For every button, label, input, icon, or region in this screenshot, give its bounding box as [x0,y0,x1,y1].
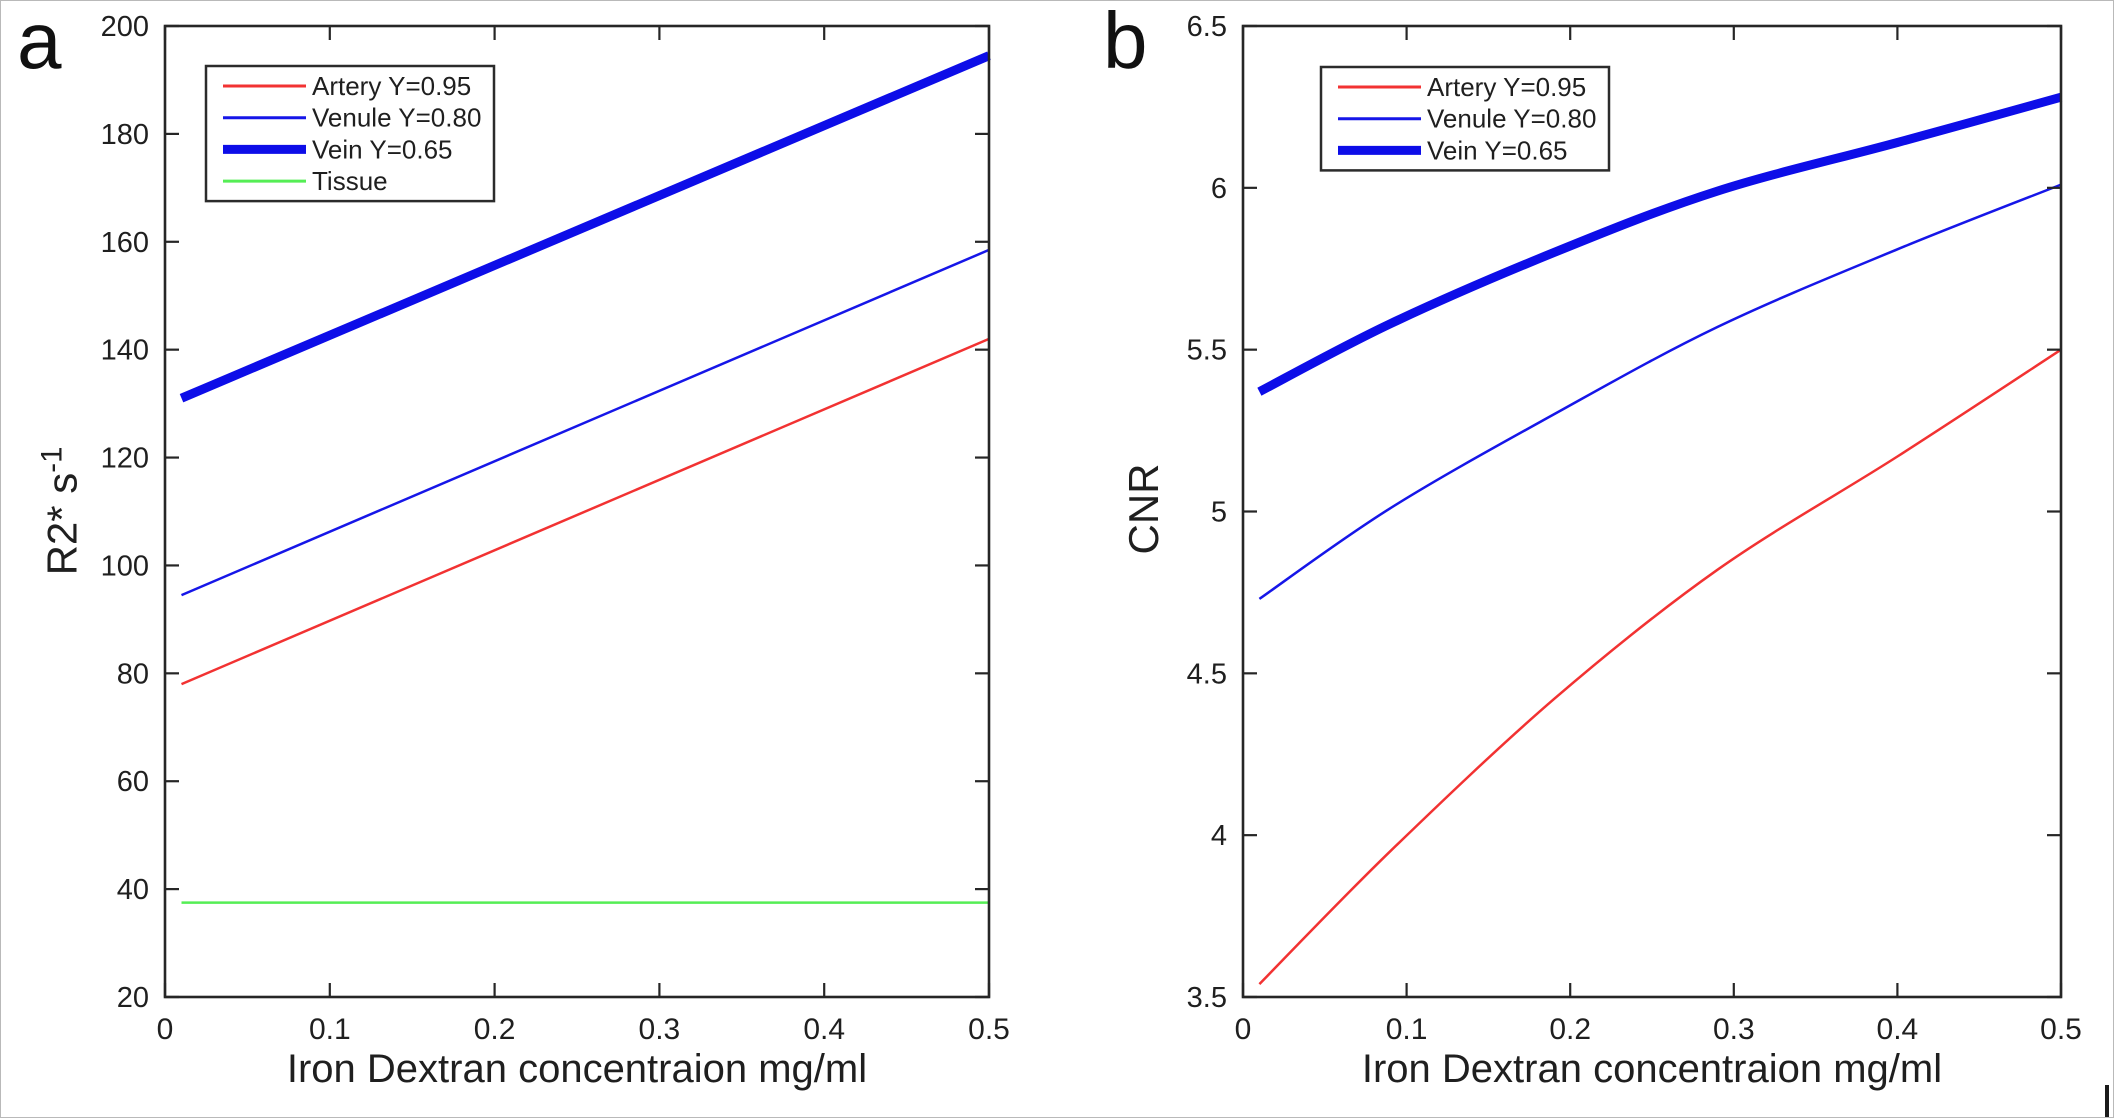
legend-box [204,64,496,203]
y-axis-label-a-superscript: -1 [35,446,69,473]
x-tick-label: 0.1 [309,1013,351,1046]
legend-label-tissue: Tissue [312,166,388,196]
legend-label-artery-y-0-95: Artery Y=0.95 [312,71,471,101]
x-tick-label: 0.5 [2040,1013,2082,1046]
curve-vein-y-0-65 [179,51,991,403]
y-tick-label: 4.5 [1187,658,1227,690]
y-tick-label: 3.5 [1187,982,1227,1014]
y-tick-label: 4 [1211,820,1227,852]
y-tick-label: 6 [1211,173,1227,205]
y-tick-label: 140 [101,335,149,367]
curve-venule-y-0-80 [181,248,990,597]
curve-venule-y-0-80 [1258,183,2062,600]
x-axis-title-b: Iron Dextran concentraion mg/ml [1361,1047,1943,1091]
x-tick-label: 0 [1235,1013,1252,1046]
x-tick-label: 0.2 [474,1013,516,1046]
y-tick-label: 120 [101,443,149,475]
y-tick-label: 5.5 [1187,335,1227,367]
y-tick-label: 5 [1211,497,1227,529]
y-tick-label: 160 [101,227,149,259]
y-tick-label: 60 [117,766,149,798]
y-tick-label: 80 [117,658,149,690]
x-tick-label: 0.5 [968,1013,1010,1046]
x-tick-label: 0.4 [1877,1013,1919,1046]
y-tick-label: 200 [101,11,149,43]
y-tick-label: 180 [101,119,149,151]
panel-label-a: a [17,0,62,85]
panel-label-b: b [1103,0,1148,85]
y-axis-label-b: CNR [1120,464,1168,555]
curve-artery-y-0-95 [181,337,990,686]
plot-box [163,24,991,999]
y-tick-label: 40 [117,874,149,906]
legend-label-vein-y-0-65: Vein Y=0.65 [1427,135,1568,165]
y-axis-label-a: R2* s-1 [36,447,87,576]
legend-label-venule-y-0-80: Venule Y=0.80 [1427,104,1596,134]
x-tick-label: 0.1 [1386,1013,1428,1046]
legend-label-venule-y-0-80: Venule Y=0.80 [312,103,481,133]
y-tick-label: 20 [117,982,149,1014]
x-tick-label: 0.3 [1713,1013,1755,1046]
curve-vein-y-0-65 [1257,92,2063,396]
x-tick-label: 0 [157,1013,174,1046]
legend-label-artery-y-0-95: Artery Y=0.95 [1427,72,1586,102]
y-axis-label-a-text: R2* s [38,472,86,576]
y-tick-label: 6.5 [1187,11,1227,43]
stray-mark [2105,1085,2109,1117]
x-tick-label: 0.4 [803,1013,845,1046]
y-tick-label: 100 [101,550,149,582]
x-tick-label: 0.2 [1549,1013,1591,1046]
x-tick-label: 0.3 [639,1013,681,1046]
x-axis-title-a: Iron Dextran concentraion mg/ml [286,1047,868,1091]
curve-artery-y-0-95 [1258,348,2062,985]
y-axis-label-b-text: CNR [1120,463,1167,555]
legend-label-vein-y-0-65: Vein Y=0.65 [312,134,453,164]
